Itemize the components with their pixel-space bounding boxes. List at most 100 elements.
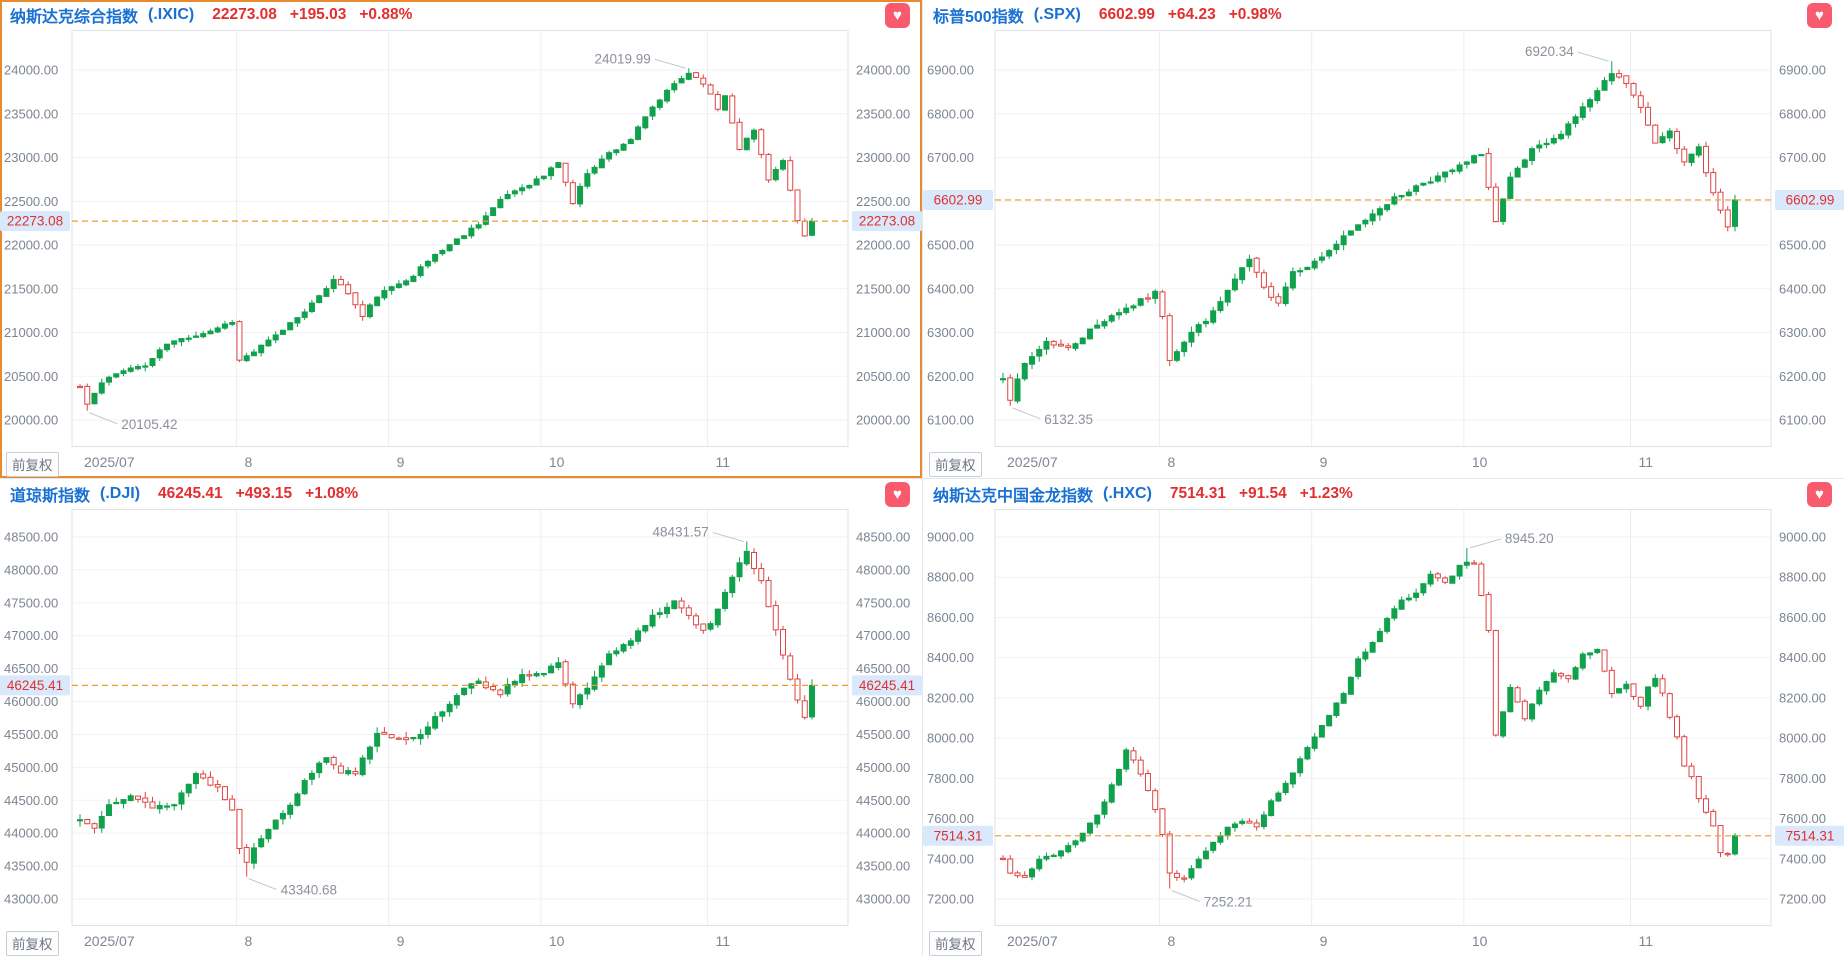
svg-text:8200.00: 8200.00 xyxy=(927,690,974,705)
svg-text:23000.00: 23000.00 xyxy=(856,150,910,165)
svg-text:24019.99: 24019.99 xyxy=(594,51,650,66)
chart-panel-hxc[interactable]: 纳斯达克中国金龙指数 (.HXC) 7514.31 +91.54 +1.23% … xyxy=(922,478,1844,956)
svg-text:7400.00: 7400.00 xyxy=(1779,851,1826,866)
chart-panel-spx[interactable]: 标普500指数 (.SPX) 6602.99 +64.23 +0.98% ♥ 6… xyxy=(922,0,1844,478)
svg-text:21500.00: 21500.00 xyxy=(4,281,58,296)
svg-text:43500.00: 43500.00 xyxy=(856,859,910,874)
svg-text:20000.00: 20000.00 xyxy=(4,413,58,428)
svg-text:45500.00: 45500.00 xyxy=(4,727,58,742)
svg-text:47500.00: 47500.00 xyxy=(856,595,910,610)
candlestick-chart[interactable]: 24000.00 24000.00 23500.00 23500.00 23000.00… xyxy=(0,30,922,448)
svg-text:6500.00: 6500.00 xyxy=(1779,238,1826,253)
x-axis-row: 前复权 2025/07 8 9 10 11 xyxy=(923,927,1844,956)
last-price: 7514.31 xyxy=(1169,485,1226,502)
x-axis-label: 11 xyxy=(715,933,731,949)
heart-icon: ♥ xyxy=(893,485,902,503)
adjustment-mode-badge[interactable]: 前复权 xyxy=(6,452,59,477)
svg-text:6800.00: 6800.00 xyxy=(1779,106,1826,121)
price-change: +195.03 xyxy=(289,6,347,23)
candlestick-chart[interactable]: 6900.00 6900.00 6800.00 6800.00 6700.00 6700.… xyxy=(923,30,1844,448)
svg-text:8000.00: 8000.00 xyxy=(927,731,974,746)
svg-text:48500.00: 48500.00 xyxy=(4,530,58,545)
chart-title: 纳斯达克综合指数 xyxy=(10,9,139,26)
svg-text:22500.00: 22500.00 xyxy=(4,194,58,209)
svg-text:43000.00: 43000.00 xyxy=(4,892,58,907)
x-axis-label: 10 xyxy=(1471,454,1488,470)
svg-text:46500.00: 46500.00 xyxy=(856,661,910,676)
favorite-button[interactable]: ♥ xyxy=(885,2,910,28)
svg-text:44500.00: 44500.00 xyxy=(4,793,58,808)
svg-text:6100.00: 6100.00 xyxy=(1779,413,1826,428)
x-axis-label: 8 xyxy=(1167,933,1176,949)
svg-text:7800.00: 7800.00 xyxy=(927,771,974,786)
chart-panel-dji[interactable]: 道琼斯指数 (.DJI) 46245.41 +493.15 +1.08% ♥ 4… xyxy=(0,478,922,956)
svg-text:46000.00: 46000.00 xyxy=(856,694,910,709)
chart-panel-ixic[interactable]: 纳斯达克综合指数 (.IXIC) 22273.08 +195.03 +0.88%… xyxy=(0,0,922,478)
svg-text:45000.00: 45000.00 xyxy=(856,760,910,775)
svg-text:8200.00: 8200.00 xyxy=(1779,690,1826,705)
svg-text:7514.31: 7514.31 xyxy=(1786,828,1835,843)
price-change: +493.15 xyxy=(235,485,293,502)
price-change: +64.23 xyxy=(1167,6,1216,23)
svg-text:21500.00: 21500.00 xyxy=(856,281,910,296)
svg-text:8800.00: 8800.00 xyxy=(1779,570,1826,585)
svg-text:48000.00: 48000.00 xyxy=(856,562,910,577)
favorite-button[interactable]: ♥ xyxy=(885,481,910,507)
x-axis-label: 9 xyxy=(1319,933,1328,949)
x-axis-label: 2025/07 xyxy=(1007,933,1058,949)
svg-text:6900.00: 6900.00 xyxy=(1779,63,1826,78)
svg-text:7252.21: 7252.21 xyxy=(1204,895,1253,910)
x-axis-label: 10 xyxy=(548,454,565,470)
adjustment-mode-badge[interactable]: 前复权 xyxy=(929,931,982,956)
svg-text:6400.00: 6400.00 xyxy=(1779,281,1826,296)
x-axis-label: 8 xyxy=(1167,454,1176,470)
chart-code: (.SPX) xyxy=(1033,6,1081,23)
chart-header: 纳斯达克综合指数 (.IXIC) 22273.08 +195.03 +0.88%… xyxy=(0,0,922,30)
chart-header: 道琼斯指数 (.DJI) 46245.41 +493.15 +1.08% ♥ xyxy=(0,479,922,509)
x-axis-row: 前复权 2025/07 8 9 10 11 xyxy=(0,448,922,478)
svg-text:48500.00: 48500.00 xyxy=(856,530,910,545)
svg-text:43000.00: 43000.00 xyxy=(856,892,910,907)
svg-text:48431.57: 48431.57 xyxy=(652,525,708,540)
x-axis-label: 9 xyxy=(396,933,405,949)
favorite-button[interactable]: ♥ xyxy=(1807,481,1832,507)
svg-text:24000.00: 24000.00 xyxy=(4,63,58,78)
svg-text:23500.00: 23500.00 xyxy=(4,106,58,121)
favorite-button[interactable]: ♥ xyxy=(1807,2,1832,28)
price-change-percent: +1.08% xyxy=(305,485,359,502)
svg-text:7514.31: 7514.31 xyxy=(934,828,983,843)
svg-text:23000.00: 23000.00 xyxy=(4,150,58,165)
svg-text:45000.00: 45000.00 xyxy=(4,760,58,775)
candlestick-chart[interactable]: 48500.00 48500.00 48000.00 48000.00 47500.00… xyxy=(0,509,922,927)
svg-text:6300.00: 6300.00 xyxy=(1779,325,1826,340)
svg-text:6132.35: 6132.35 xyxy=(1044,412,1093,427)
chart-code: (.HXC) xyxy=(1103,485,1152,502)
x-axis-label: 2025/07 xyxy=(1007,454,1058,470)
heart-icon: ♥ xyxy=(1815,485,1824,503)
svg-text:6900.00: 6900.00 xyxy=(927,63,974,78)
candlestick-chart[interactable]: 9000.00 9000.00 8800.00 8800.00 8600.00 8600.… xyxy=(923,509,1844,927)
svg-text:22000.00: 22000.00 xyxy=(856,238,910,253)
svg-text:22273.08: 22273.08 xyxy=(859,214,915,229)
svg-text:22500.00: 22500.00 xyxy=(856,194,910,209)
x-axis-label: 8 xyxy=(244,454,253,470)
svg-text:7400.00: 7400.00 xyxy=(927,851,974,866)
svg-text:46245.41: 46245.41 xyxy=(7,678,63,693)
x-axis-label: 8 xyxy=(244,933,253,949)
svg-text:44000.00: 44000.00 xyxy=(4,826,58,841)
svg-text:20500.00: 20500.00 xyxy=(4,369,58,384)
svg-text:43500.00: 43500.00 xyxy=(4,859,58,874)
svg-text:47000.00: 47000.00 xyxy=(856,628,910,643)
svg-text:7200.00: 7200.00 xyxy=(1779,892,1826,907)
price-change: +91.54 xyxy=(1238,485,1287,502)
x-axis-label: 10 xyxy=(548,933,565,949)
svg-text:20000.00: 20000.00 xyxy=(856,413,910,428)
x-axis-label: 2025/07 xyxy=(84,933,135,949)
svg-text:24000.00: 24000.00 xyxy=(856,63,910,78)
adjustment-mode-badge[interactable]: 前复权 xyxy=(929,452,982,477)
svg-text:7600.00: 7600.00 xyxy=(927,811,974,826)
adjustment-mode-badge[interactable]: 前复权 xyxy=(6,931,59,956)
svg-text:20105.42: 20105.42 xyxy=(121,417,177,432)
svg-text:6602.99: 6602.99 xyxy=(1786,192,1835,207)
